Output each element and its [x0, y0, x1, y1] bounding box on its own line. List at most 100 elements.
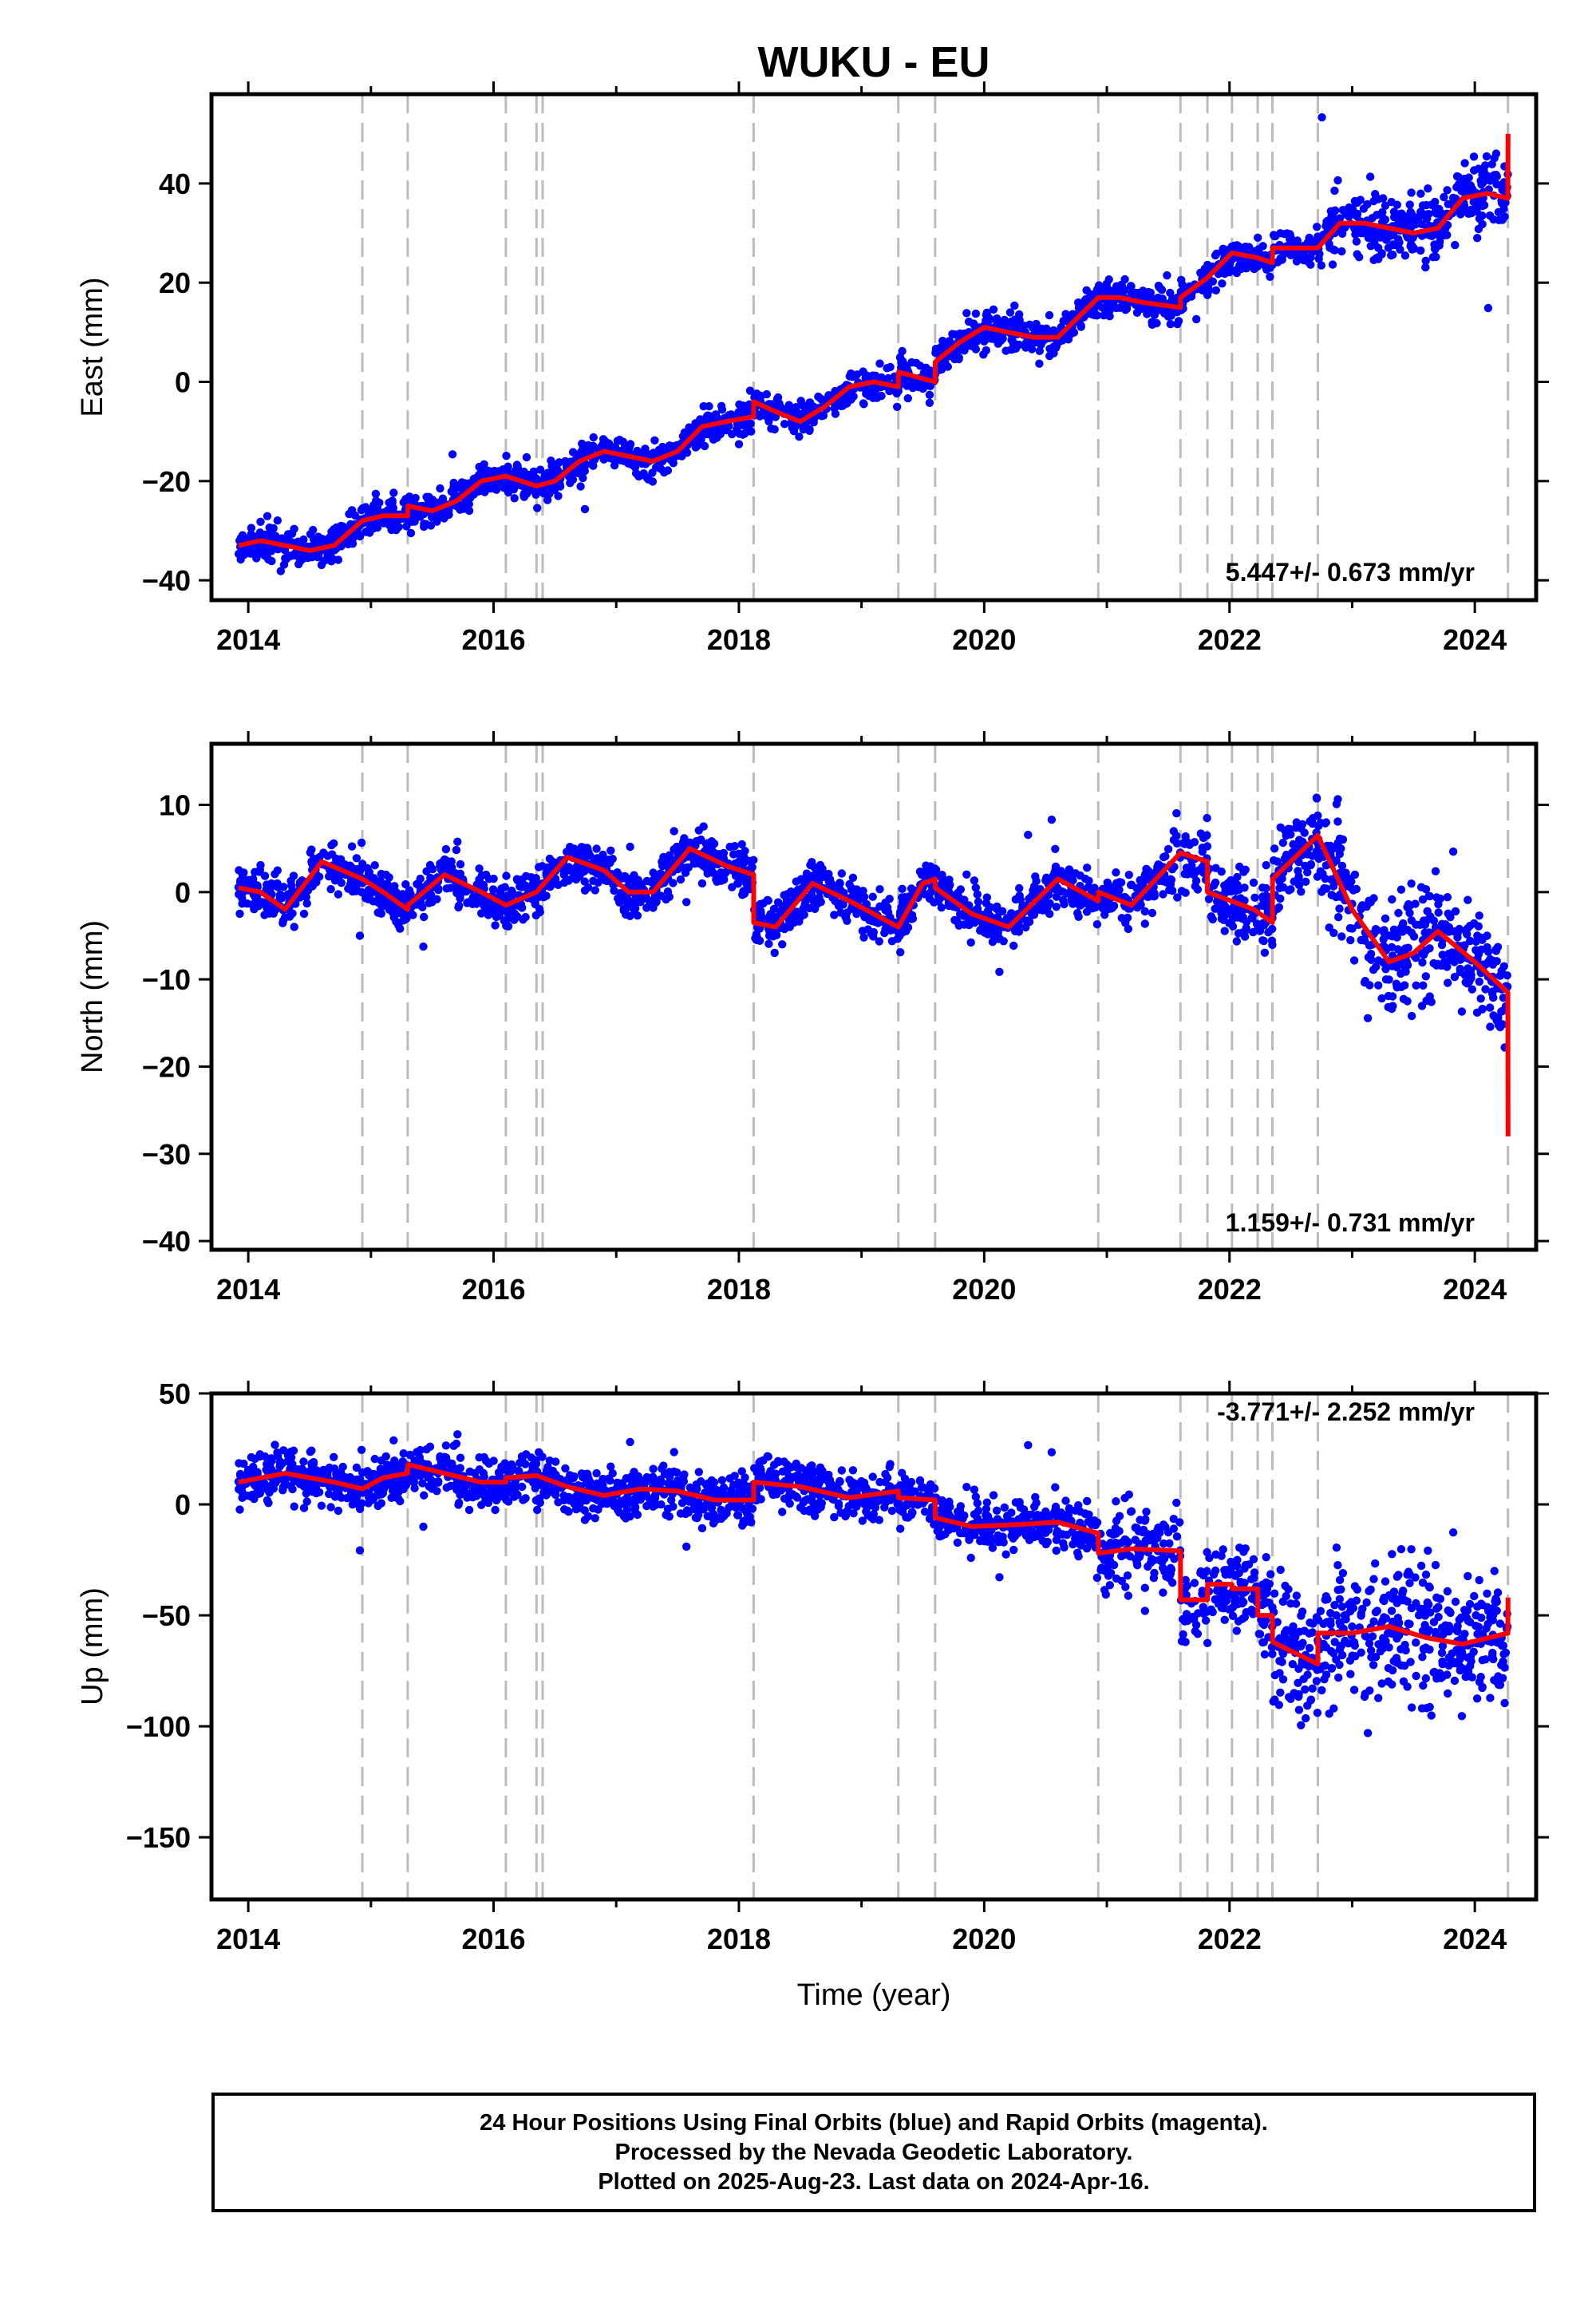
- data-point: [1069, 875, 1077, 885]
- data-point: [1177, 887, 1187, 895]
- data-point: [1159, 852, 1168, 862]
- data-point: [700, 441, 709, 451]
- data-point: [1482, 152, 1491, 161]
- y-tick-label: 0: [175, 366, 191, 399]
- data-point: [1235, 862, 1244, 871]
- data-point: [773, 898, 783, 907]
- data-point: [1381, 201, 1390, 210]
- data-point: [1163, 844, 1173, 854]
- data-point: [1368, 214, 1377, 223]
- data-point: [389, 504, 397, 512]
- data-point: [1475, 214, 1484, 223]
- data-point: [392, 907, 401, 916]
- data-point: [405, 492, 414, 501]
- data-point: [1088, 904, 1097, 913]
- data-point: [1240, 932, 1250, 941]
- data-point: [1483, 943, 1491, 952]
- data-point: [441, 844, 451, 854]
- data-point: [1299, 255, 1308, 265]
- data-point: [463, 899, 472, 907]
- data-point: [633, 877, 642, 887]
- data-point: [604, 858, 613, 867]
- data-point: [1273, 904, 1282, 913]
- data-point: [1335, 834, 1345, 844]
- data-point: [1000, 1503, 1009, 1512]
- data-point: [1024, 830, 1033, 840]
- data-point: [1379, 232, 1388, 241]
- data-point: [582, 460, 591, 469]
- data-point: [996, 335, 1005, 344]
- data-point: [1144, 306, 1154, 314]
- data-point: [682, 898, 691, 907]
- data-point: [1425, 992, 1434, 1001]
- data-point: [1108, 884, 1118, 894]
- data-point: [1173, 893, 1182, 902]
- data-point: [1489, 174, 1499, 184]
- data-point: [642, 903, 651, 912]
- data-point: [455, 887, 464, 896]
- data-point: [1199, 833, 1208, 843]
- data-point: [1345, 923, 1355, 933]
- data-point: [1120, 275, 1129, 284]
- data-point: [389, 488, 398, 497]
- data-point: [276, 567, 285, 575]
- data-point: [371, 489, 381, 498]
- data-point: [317, 560, 326, 570]
- data-point: [1500, 212, 1509, 221]
- data-point: [633, 911, 642, 920]
- data-point: [1478, 935, 1487, 945]
- data-point: [930, 898, 938, 907]
- data-point: [1061, 310, 1070, 318]
- data-point: [635, 892, 644, 902]
- data-point: [575, 871, 584, 880]
- data-point: [1431, 867, 1440, 875]
- data-point: [1258, 892, 1267, 901]
- data-point: [1381, 965, 1390, 974]
- data-point: [1341, 206, 1350, 215]
- data-point: [1203, 813, 1211, 823]
- data-point: [730, 842, 739, 851]
- data-point: [1092, 920, 1102, 929]
- data-point: [568, 873, 578, 883]
- data-point: [464, 506, 474, 516]
- data-point: [1168, 886, 1177, 895]
- data-point: [358, 860, 367, 868]
- y-tick-label: −20: [142, 1050, 191, 1083]
- data-point: [1424, 1546, 1432, 1555]
- data-point: [1379, 935, 1388, 944]
- data-point: [279, 560, 289, 569]
- data-point: [1407, 209, 1416, 218]
- data-point: [1166, 288, 1175, 298]
- data-point: [624, 898, 633, 907]
- data-point: [908, 914, 918, 923]
- data-point: [770, 425, 779, 434]
- data-point: [1407, 879, 1416, 888]
- data-point: [1365, 172, 1375, 181]
- data-point: [755, 936, 764, 946]
- data-point: [436, 484, 444, 493]
- data-point: [1425, 891, 1434, 901]
- data-point: [377, 869, 385, 879]
- data-point: [1387, 943, 1396, 952]
- data-point: [583, 883, 593, 892]
- data-point: [1270, 231, 1279, 241]
- data-point: [982, 893, 992, 902]
- data-point: [778, 940, 787, 949]
- data-point: [299, 1457, 308, 1466]
- data-point: [1052, 892, 1061, 901]
- data-point: [1313, 223, 1321, 231]
- data-point: [1421, 256, 1430, 265]
- data-point: [1067, 329, 1076, 338]
- data-point: [260, 911, 269, 919]
- data-point: [789, 911, 799, 919]
- data-point: [993, 902, 1001, 911]
- data-point: [651, 449, 661, 459]
- data-point: [621, 871, 630, 881]
- rate-label-east: 5.447+/- 0.673 mm/yr: [1226, 558, 1475, 587]
- data-point: [513, 912, 522, 921]
- data-point: [1317, 261, 1326, 270]
- data-point: [737, 840, 746, 849]
- data-point: [960, 895, 969, 904]
- data-point: [1249, 878, 1258, 887]
- data-point: [667, 456, 676, 464]
